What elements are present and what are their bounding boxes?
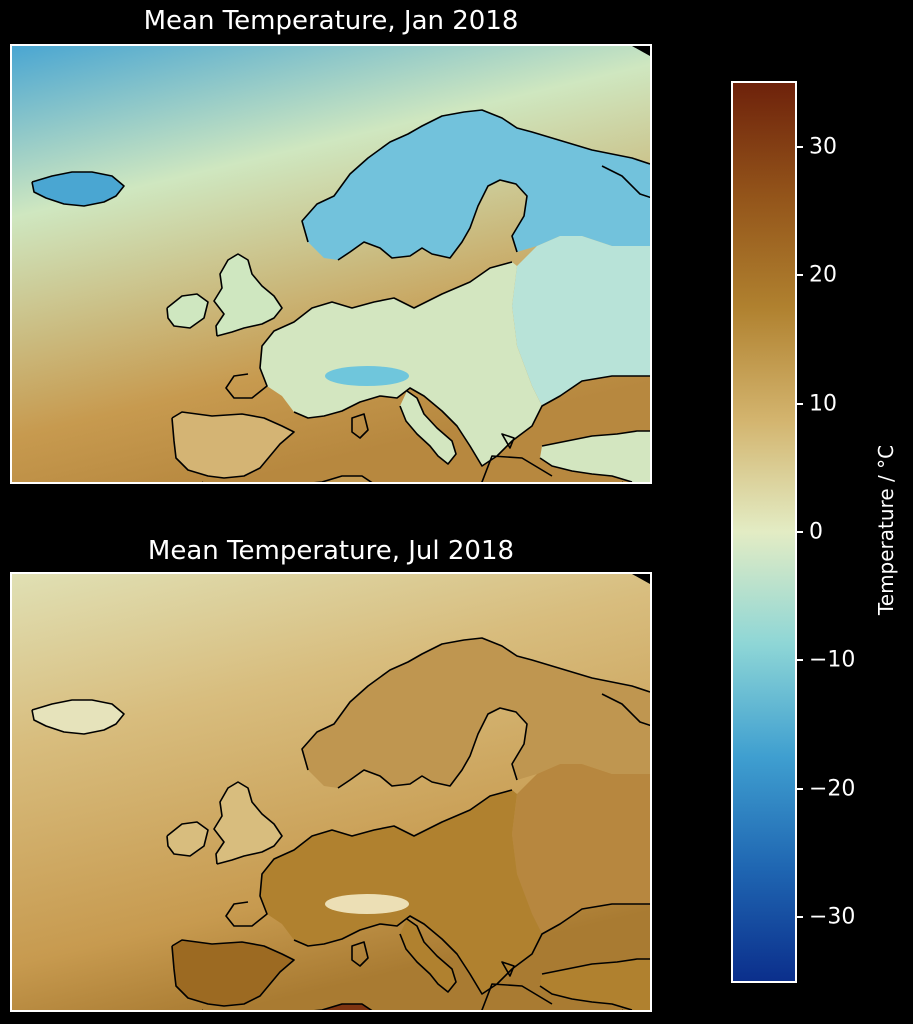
coastline xyxy=(301,109,650,243)
coastline xyxy=(293,375,650,467)
colorbar-tick-label: −20 xyxy=(809,776,856,802)
colorbar-label: Temperature / °C xyxy=(874,444,898,616)
coastline xyxy=(31,699,125,735)
land-scandinavia xyxy=(302,638,650,788)
coastline xyxy=(166,821,209,857)
coastline xyxy=(301,637,650,771)
map-corner xyxy=(632,46,650,56)
colorbar-tick-label: 0 xyxy=(809,519,823,545)
coastline xyxy=(293,903,650,995)
colorbar-gradient xyxy=(733,83,795,981)
coastline xyxy=(225,261,513,399)
colorbar-tick-label: −10 xyxy=(809,647,856,673)
coastline xyxy=(541,958,650,975)
map-panel-jan xyxy=(10,44,652,484)
land-russia xyxy=(512,764,650,934)
colorbar-tick-label: 30 xyxy=(809,134,837,160)
land-italy xyxy=(400,391,456,464)
coastline xyxy=(171,939,295,1007)
map-jan xyxy=(12,46,650,482)
coastline xyxy=(601,165,650,199)
land-scandinavia xyxy=(302,110,650,260)
land-africa xyxy=(202,476,482,482)
coastline xyxy=(213,253,283,337)
colorbar xyxy=(731,81,797,983)
colorbar-tick-mark xyxy=(795,787,803,790)
alps-region xyxy=(325,366,409,386)
coastline xyxy=(202,455,553,482)
coastline xyxy=(501,961,515,977)
coastline xyxy=(351,941,369,967)
alps-region xyxy=(325,894,409,914)
coastline xyxy=(501,433,515,449)
coastline xyxy=(539,457,633,482)
coastline xyxy=(171,411,295,479)
map-title-jan: Mean Temperature, Jan 2018 xyxy=(143,6,519,36)
coastline xyxy=(601,693,650,727)
colorbar-tick-mark xyxy=(795,146,803,149)
land-uk xyxy=(214,782,282,864)
land-ireland xyxy=(167,294,208,328)
colorbar-tick-mark xyxy=(795,531,803,533)
land-iberia xyxy=(172,412,294,478)
coastline xyxy=(337,707,528,789)
coastline xyxy=(166,293,209,329)
land-italy xyxy=(400,919,456,992)
map-panel-jul xyxy=(10,572,652,1012)
colorbar-tick-mark xyxy=(795,659,803,662)
coastline xyxy=(541,430,650,447)
land-central xyxy=(260,262,542,466)
colorbar-tick-mark xyxy=(795,274,803,277)
land-uk xyxy=(214,254,282,336)
colorbar-tick-mark xyxy=(795,402,803,405)
coastline xyxy=(539,985,633,1010)
coastline xyxy=(399,918,457,993)
coastline xyxy=(213,781,283,865)
map-title-jul: Mean Temperature, Jul 2018 xyxy=(147,536,515,566)
land-iceland xyxy=(32,172,124,206)
map-corner xyxy=(632,574,650,584)
land-russia xyxy=(512,236,650,406)
colorbar-tick-label: 10 xyxy=(809,391,837,417)
coastline xyxy=(202,983,553,1010)
colorbar-tick-label: −30 xyxy=(809,904,856,930)
coastline xyxy=(225,789,513,927)
land-central xyxy=(260,790,542,994)
colorbar-ticks: 30 20 10 0 −10 −20 −30 xyxy=(795,83,905,981)
map-jul xyxy=(12,574,650,1010)
coastline xyxy=(351,413,369,439)
land-africa xyxy=(202,1004,482,1010)
coastline xyxy=(31,171,125,207)
land-iceland xyxy=(32,700,124,734)
land-ireland xyxy=(167,822,208,856)
colorbar-tick-mark xyxy=(795,915,803,918)
land-iberia xyxy=(172,940,294,1006)
colorbar-tick-label: 20 xyxy=(809,262,837,288)
coastline xyxy=(337,179,528,261)
coastline xyxy=(399,390,457,465)
